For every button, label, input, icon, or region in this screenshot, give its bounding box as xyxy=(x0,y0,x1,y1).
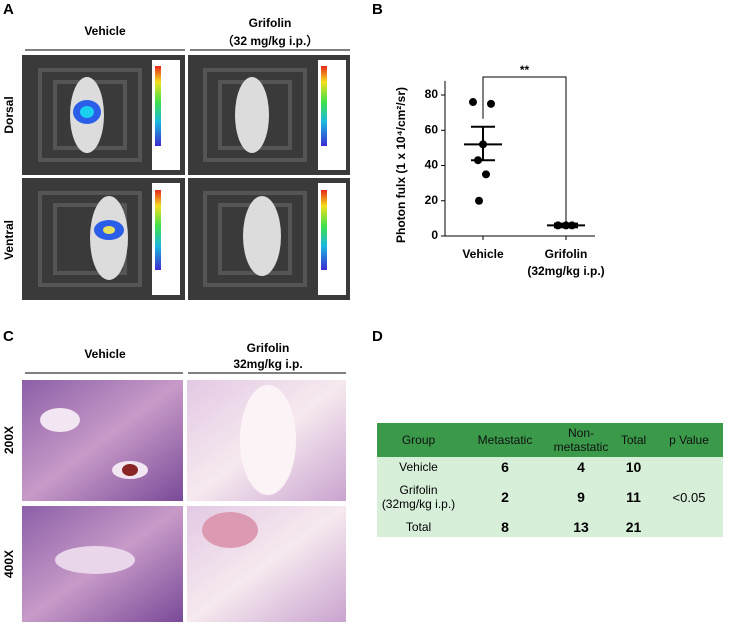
column-title: Vehicle xyxy=(84,347,126,361)
header-cell: Total xyxy=(612,423,655,457)
count-cell: 13 xyxy=(550,517,612,537)
panel-label: D xyxy=(372,328,383,345)
histology-panels xyxy=(22,380,346,622)
header-cell: Group xyxy=(377,423,460,457)
y-tick-label: 20 xyxy=(425,193,439,207)
y-tick-label: 60 xyxy=(425,122,439,136)
panel-label: C xyxy=(3,328,14,345)
results-table: Group Metastatic Non-metastatic Total p … xyxy=(377,423,723,537)
y-axis-label: Photon fulx (1 x 10⁴/cm²/sr) xyxy=(394,87,408,243)
group-cell: Grifolin (32mg/kg i.p.) xyxy=(377,477,460,517)
count-cell: 9 xyxy=(550,477,612,517)
count-cell: 4 xyxy=(550,457,612,477)
data-point xyxy=(475,196,483,205)
row-label: Ventral xyxy=(2,220,16,260)
column-subtitle: （32 mg/kg i.p.） xyxy=(222,33,319,48)
y-tick-label: 80 xyxy=(425,87,439,101)
header-cell: Non-metastatic xyxy=(550,423,612,457)
column-title: Grifolin xyxy=(249,16,292,30)
count-cell: 10 xyxy=(612,457,655,477)
count-cell: 21 xyxy=(612,517,655,537)
x-tick-label: Grifolin (32mg/kg i.p.) xyxy=(527,247,604,278)
row-label: 400X xyxy=(2,550,16,578)
p-value-cell: <0.05 xyxy=(655,457,723,537)
count-cell: 8 xyxy=(460,517,550,537)
y-tick-label: 0 xyxy=(431,228,438,242)
row-label: 200X xyxy=(2,426,16,454)
data-point xyxy=(469,98,477,107)
group-cell: Total xyxy=(377,517,460,537)
count-cell: 6 xyxy=(460,457,550,477)
header-cell: p Value xyxy=(655,423,723,457)
x-tick-label: Vehicle xyxy=(462,247,504,261)
data-point xyxy=(482,170,490,179)
y-tick-label: 40 xyxy=(425,158,439,172)
column-subtitle: 32mg/kg i.p. xyxy=(233,357,302,371)
panel-label: A xyxy=(3,1,14,18)
data-point xyxy=(487,99,495,108)
row-label: Dorsal xyxy=(2,96,16,133)
imaging-panels xyxy=(22,55,350,300)
column-title: Grifolin xyxy=(247,341,290,355)
count-cell: 2 xyxy=(460,477,550,517)
panel-label: B xyxy=(372,1,383,18)
count-cell: 11 xyxy=(612,477,655,517)
header-rules xyxy=(25,49,350,374)
header-cell: Metastatic xyxy=(460,423,550,457)
significance-label: ** xyxy=(520,63,530,77)
significance-bracket xyxy=(482,76,567,225)
column-title: Vehicle xyxy=(84,24,126,38)
group-cell: Vehicle xyxy=(377,457,460,477)
